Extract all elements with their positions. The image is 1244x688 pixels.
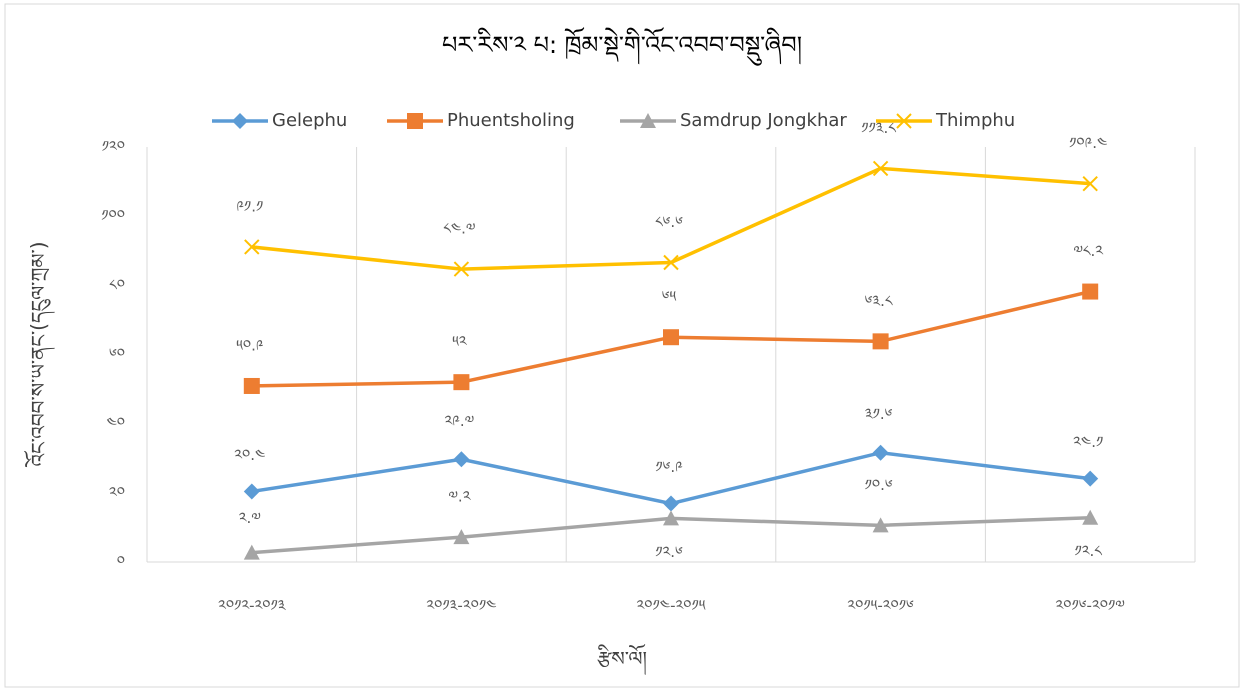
y-tick-label: ༤༠	[106, 414, 125, 432]
marker	[663, 329, 679, 346]
legend-label: Thimphu	[935, 110, 1015, 131]
data-label: ༡༢.༨	[1074, 542, 1102, 560]
x-tick-label: ༢༠༡༦-༢༠༡༧	[1056, 597, 1125, 615]
data-label: ༧.༢	[448, 488, 471, 506]
marker	[244, 239, 260, 255]
data-label: ༥༢	[452, 333, 468, 351]
data-label: ༡༠༩.༤	[1069, 134, 1107, 152]
marker	[896, 113, 912, 129]
x-tick-label: ༢༠༡༢-༢༠༡༣	[218, 597, 287, 615]
y-tick-label: ༦༠	[109, 345, 125, 363]
data-label: ༧༨.༢	[1073, 242, 1104, 260]
y-axis-title: འོང་འབབ་ས་ཡ་ནང་(དངུལ་ཀྲམ་)	[24, 241, 56, 467]
data-label: ༣༡.༦	[865, 405, 893, 423]
marker	[640, 113, 656, 128]
data-label: ༦༥	[662, 288, 677, 306]
marker	[1082, 509, 1099, 525]
legend-label: Phuentsholing	[447, 110, 575, 131]
marker	[663, 495, 679, 512]
y-tick-label: ༨༠	[109, 276, 125, 294]
data-label: ༨༦.༦	[655, 213, 683, 231]
marker	[453, 451, 470, 468]
marker	[453, 374, 470, 391]
marker	[232, 113, 248, 129]
y-tick-label: ༠	[117, 553, 125, 571]
data-label: ༢༠.༤	[234, 446, 265, 464]
chart-border	[4, 3, 1240, 688]
marker	[243, 544, 260, 560]
marker	[243, 483, 260, 500]
data-label: ༢༩.༧	[445, 412, 475, 430]
data-label: ༢.༧	[239, 509, 261, 527]
data-label: ༡༡༣.༨	[861, 119, 896, 137]
marker	[1082, 470, 1099, 487]
legend-label: Gelephu	[272, 110, 347, 131]
data-label: ༡༦.༩	[655, 458, 683, 476]
marker	[243, 377, 260, 394]
data-label: ༨༤.༧	[443, 220, 475, 238]
x-tick-label: ༢༠༡༥-༢༠༡༦	[847, 597, 914, 615]
y-tick-label: ༡༢༠	[102, 138, 125, 156]
x-tick-label: ༢༠༡༤-༢༠༡༥	[637, 597, 706, 615]
data-label: ༦༣.༨	[865, 292, 893, 310]
marker	[1082, 283, 1099, 300]
marker	[872, 333, 889, 350]
y-tick-label: ༡༠༠	[101, 207, 125, 225]
data-label: ༡༠.༦	[865, 476, 893, 494]
marker	[407, 113, 423, 129]
data-label: ༡༢.༦	[655, 543, 683, 561]
marker	[663, 510, 679, 526]
data-label: ༩༡.༡	[236, 197, 263, 215]
marker	[453, 261, 470, 277]
marker	[872, 517, 889, 533]
data-label: ༢༤.༡	[1073, 433, 1103, 451]
marker	[453, 529, 470, 545]
y-tick-label: ༢༠	[109, 483, 125, 501]
legend-label: Samdrup Jongkhar	[680, 110, 847, 131]
x-tick-label: ༢༠༡༣-༢༠༡༤	[426, 597, 496, 615]
marker	[872, 160, 889, 177]
marker	[1082, 175, 1098, 192]
data-label: ༥༠.༩	[236, 336, 264, 354]
x-axis-title: རྩིས་ལོ།	[597, 644, 647, 676]
marker	[872, 444, 889, 461]
marker	[663, 254, 679, 271]
